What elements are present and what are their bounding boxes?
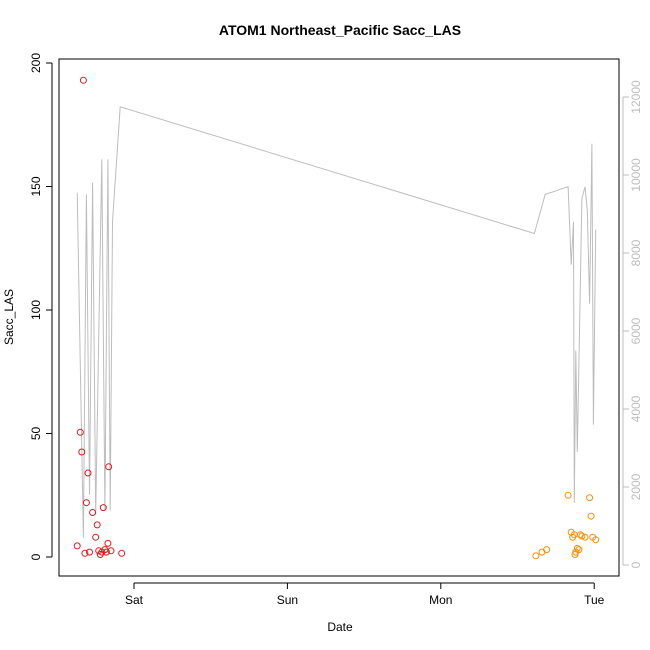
data-point [581,533,589,541]
data-point [118,549,126,557]
x-axis-label: Date [327,620,353,634]
data-point [93,521,101,529]
data-point [587,512,595,520]
data-point [573,544,581,552]
left-tick-label: 100 [29,300,43,320]
data-point [564,491,572,499]
left-tick-label: 200 [29,53,43,73]
x-axis: Sat Sun Mon Tue [125,582,605,607]
data-point [92,533,100,541]
data-point [107,547,115,555]
data-point [81,549,89,557]
data-point [99,504,107,512]
data-point [79,76,87,84]
left-tick-label: 0 [29,553,43,560]
data-point [105,463,113,471]
data-point [89,509,97,516]
data-point [82,499,90,507]
right-tick-label: 12000 [629,80,643,114]
data-point [73,542,81,550]
x-tick-label: Sun [277,593,298,607]
left-tick-label: 150 [29,176,43,196]
depth-line [76,106,597,538]
x-tick-label: Tue [584,593,605,607]
data-point [102,548,110,556]
data-point [86,548,93,556]
x-tick-label: Sat [125,593,144,607]
right-tick-label: 6000 [629,317,643,344]
right-tick-label: 4000 [629,395,643,422]
right-tick-label: 2000 [629,473,643,500]
right-tick-label: 8000 [629,239,643,266]
y-axis-label: Sacc_LAS [2,289,16,345]
data-point [78,448,86,456]
x-tick-label: Mon [429,593,452,607]
right-y-axis: 0 2000 4000 6000 8000 10000 12000 [622,80,643,568]
data-point [84,469,92,477]
left-y-axis: 0 50 100 150 200 [29,53,53,560]
plot-area [58,58,620,577]
data-point [104,539,112,547]
data-point [532,552,540,560]
right-tick-label: 0 [629,561,643,568]
right-tick-label: 10000 [629,158,643,192]
chart-title: ATOM1 Northeast_Pacific Sacc_LAS [219,22,461,38]
data-point [592,536,600,544]
point-series [73,76,600,560]
data-point [575,546,583,554]
data-point [543,546,551,554]
data-point [586,494,594,502]
line-series [76,106,597,538]
left-tick-label: 50 [29,427,43,441]
data-point [578,532,586,540]
data-point [76,428,84,436]
